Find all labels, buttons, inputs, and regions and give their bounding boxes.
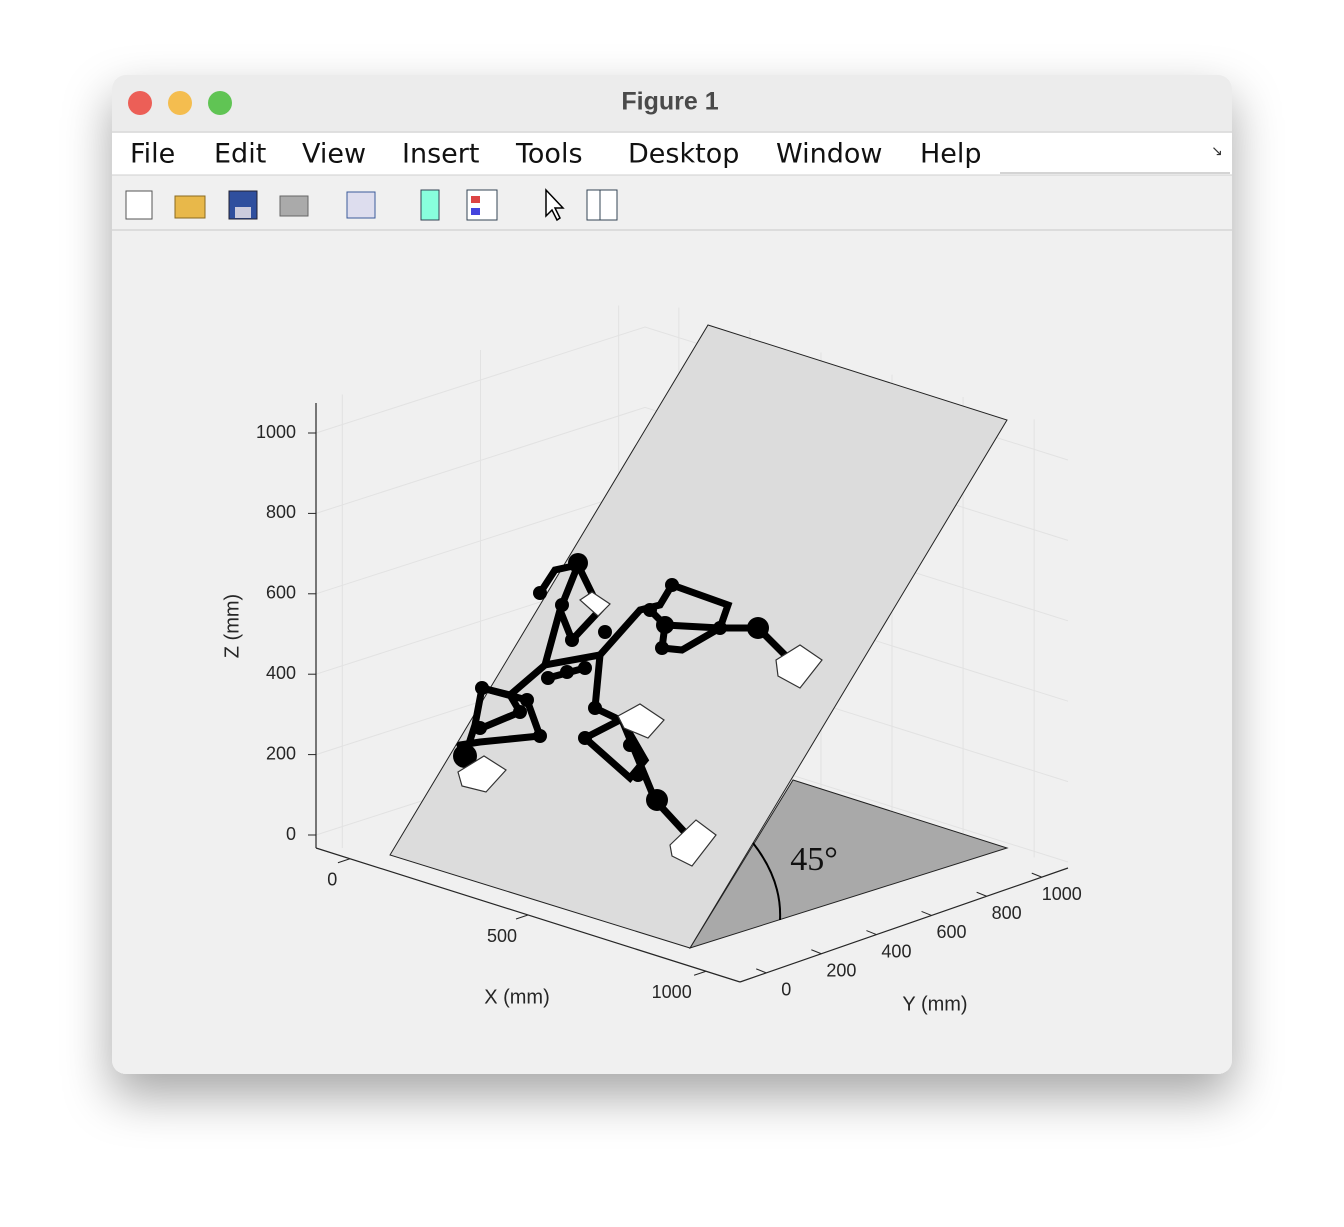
minimize-button[interactable] bbox=[168, 91, 192, 115]
menu-bar bbox=[112, 133, 1232, 175]
joint bbox=[541, 671, 555, 685]
z-tick-label: 200 bbox=[266, 743, 296, 763]
x-tick bbox=[693, 970, 707, 976]
foot bbox=[579, 591, 611, 617]
x-tick bbox=[337, 858, 351, 864]
angle-label: 45° bbox=[790, 841, 838, 878]
joint bbox=[520, 693, 534, 707]
joint bbox=[643, 603, 657, 617]
y-tick bbox=[811, 949, 822, 955]
joint bbox=[475, 681, 489, 695]
menu-item[interactable]: File bbox=[130, 139, 175, 170]
menu-item[interactable]: Help bbox=[920, 139, 982, 170]
z-tick-label: 400 bbox=[266, 663, 296, 683]
y-tick bbox=[1031, 872, 1042, 878]
y-tick-label: 600 bbox=[937, 922, 967, 942]
pointer-icon[interactable] bbox=[545, 188, 565, 222]
y-tick bbox=[921, 910, 932, 916]
ticks: 0 200 400 600 800 1000 0 500 1000 0 200 400 600 800 10… bbox=[256, 422, 1082, 1002]
joint bbox=[533, 586, 547, 600]
floor-triangle bbox=[688, 779, 1009, 949]
toolbar-icons bbox=[125, 188, 618, 222]
x-tick bbox=[515, 914, 529, 920]
menu-item[interactable]: Tools bbox=[515, 139, 583, 170]
y-tick-label: 800 bbox=[992, 903, 1022, 923]
joint bbox=[623, 738, 637, 752]
foot bbox=[457, 755, 507, 793]
menu-item[interactable]: View bbox=[302, 139, 366, 170]
feet bbox=[457, 591, 823, 867]
joint bbox=[747, 617, 769, 639]
menu-item[interactable]: Edit bbox=[214, 139, 266, 170]
y-tick-label: 200 bbox=[826, 960, 856, 980]
joint bbox=[533, 729, 547, 743]
menu-item[interactable]: Window bbox=[776, 139, 882, 170]
legend-swatch bbox=[471, 196, 480, 203]
y-axis-label: Y (mm) bbox=[902, 993, 967, 1015]
robot-joints bbox=[453, 553, 769, 811]
window-title: Figure 1 bbox=[621, 88, 718, 116]
joint bbox=[568, 553, 588, 573]
joint bbox=[578, 661, 592, 675]
save-icon-label bbox=[235, 207, 251, 218]
robot-leg bbox=[661, 621, 804, 674]
joint bbox=[588, 701, 602, 715]
property-icon[interactable] bbox=[586, 189, 618, 221]
joint bbox=[473, 721, 487, 735]
y-tick-label: 400 bbox=[881, 941, 911, 961]
y-tick bbox=[866, 930, 877, 936]
menu-item[interactable]: Insert bbox=[402, 139, 479, 170]
joint bbox=[713, 621, 727, 635]
print-icon[interactable] bbox=[279, 195, 309, 217]
menu: File Edit View Insert Tools Desktop Window Help bbox=[130, 139, 982, 170]
x-axis-label: X (mm) bbox=[484, 986, 550, 1008]
z-axis-label: Z (mm) bbox=[221, 594, 243, 658]
close-button[interactable] bbox=[128, 91, 152, 115]
x-tick-label: 500 bbox=[487, 926, 517, 946]
joint bbox=[665, 578, 679, 592]
legend-swatch bbox=[471, 208, 480, 215]
z-tick-label: 1000 bbox=[256, 422, 296, 442]
joint bbox=[453, 744, 477, 768]
foot bbox=[617, 703, 665, 739]
x-tick-label: 1000 bbox=[652, 982, 692, 1002]
colorbar-icon[interactable] bbox=[420, 189, 440, 221]
joint bbox=[555, 598, 569, 612]
z-tick-label: 0 bbox=[286, 824, 296, 844]
menu-item[interactable]: Desktop bbox=[628, 139, 739, 170]
x-tick-label: 0 bbox=[327, 869, 337, 889]
foot bbox=[775, 644, 823, 689]
y-axis-line bbox=[739, 867, 1069, 983]
open-icon[interactable] bbox=[174, 195, 206, 219]
joint bbox=[513, 705, 527, 719]
z-tick-label: 600 bbox=[266, 583, 296, 603]
legend-icon[interactable] bbox=[466, 189, 498, 221]
y-tick bbox=[756, 968, 767, 974]
joint bbox=[655, 641, 669, 655]
foot bbox=[669, 819, 717, 867]
dock-arrow[interactable]: ↘ bbox=[1211, 143, 1223, 159]
z-tick-label: 800 bbox=[266, 502, 296, 522]
zoom-button[interactable] bbox=[208, 91, 232, 115]
joint bbox=[631, 768, 645, 782]
joint bbox=[565, 633, 579, 647]
angle-arc bbox=[752, 842, 782, 921]
joint bbox=[598, 625, 612, 639]
link-icon[interactable] bbox=[346, 191, 376, 219]
joint bbox=[560, 665, 574, 679]
joint bbox=[656, 616, 674, 634]
joint bbox=[578, 731, 592, 745]
title-bar bbox=[112, 75, 1232, 132]
joint bbox=[646, 789, 668, 811]
y-tick bbox=[976, 891, 987, 897]
new-icon[interactable] bbox=[125, 190, 153, 220]
y-tick-label: 0 bbox=[781, 980, 791, 1000]
y-tick-label: 1000 bbox=[1042, 884, 1082, 904]
